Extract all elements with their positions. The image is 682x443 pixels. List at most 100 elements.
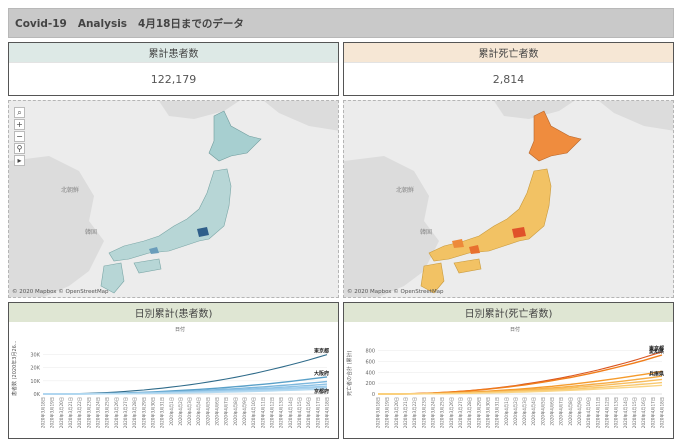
map-credit: © 2020 Mapbox © OpenStreetMap [12,289,109,295]
kpi-deaths-value: 2,814 [492,73,525,86]
x-tick-label: 2020年4月16日 [640,397,647,428]
x-tick-label: 2020年4月18日 [324,397,331,428]
map-label-north-korea: 北朝鮮 [396,187,415,194]
cases-chart[interactable]: 日別累計(患者数) 日付 患者数 (2020年3月26... 0K 10K 20K 30K… [8,302,339,439]
x-tick-label: 2020年4月6日 [549,397,556,426]
kpi-cases-label: 累計患者数 [9,43,338,63]
x-tick-label: 2020年3月22日 [76,397,83,428]
x-tick-label: 2020年4月11日 [594,397,601,428]
x-tick-label: 2020年4月10日 [250,397,257,428]
deaths-chart-title: 日別累計(死亡者数) [344,303,673,322]
x-tick-label: 2020年4月18日 [659,397,666,428]
x-tick-label: 2020年4月3日 [521,397,528,426]
x-tick-label: 2020年4月12日 [269,397,276,428]
series-end-label: 大阪府 [314,370,329,377]
kamchatka-landmass [599,101,673,131]
map-kyushu[interactable] [420,262,445,294]
x-tick-label: 2020年4月1日 [503,397,510,426]
cases-map-canvas[interactable] [9,101,339,298]
x-axis-header: 日付 [175,326,185,333]
x-tick-label: 2020年3月28日 [131,397,138,428]
x-tick-label: 2020年4月6日 [214,397,221,426]
series-line [378,384,663,395]
asia-landmass [344,156,439,297]
x-tick-label: 2020年4月17日 [314,397,321,428]
kpi-total-cases[interactable]: 累計患者数 122,179 [8,42,339,96]
x-tick-label: 2020年4月4日 [530,397,537,426]
x-tick-label: 2020年4月13日 [278,397,285,428]
deaths-chart[interactable]: 日別累計(死亡者数) 日付 死亡者の合計 (累計) 0 200 400 600 800 202… [343,302,674,439]
y-tick-label: 200 [365,381,375,387]
map-hyogo[interactable] [452,239,464,248]
map-honshu[interactable] [108,168,232,262]
x-tick-label: 2020年4月2日 [512,397,519,426]
x-tick-label: 2020年4月14日 [287,397,294,428]
zoom-out-button[interactable]: − [14,131,25,142]
x-tick-label: 2020年3月21日 [402,397,409,428]
cases-chart-title: 日別累計(患者数) [9,303,338,322]
map-osaka[interactable] [469,245,480,254]
series-end-label: 東京都 [314,348,329,355]
dashboard-title: Covid-19 Analysis 4月18日までのデータ [15,17,244,30]
x-tick-label: 2020年4月16日 [305,397,312,428]
map-tokyo[interactable] [197,227,209,237]
series-end-label: 兵庫県 [649,370,664,377]
map-search-button[interactable]: ⌕ [14,107,25,118]
map-hokkaido[interactable] [208,110,262,162]
x-tick-label: 2020年3月24日 [94,397,101,428]
series-end-label: 東京都 [649,345,664,352]
map-label-south-korea: 韓国 [420,229,433,236]
x-tick-label: 2020年3月18日 [40,397,47,428]
expand-button[interactable]: ▸ [14,155,25,166]
dashboard-title-bar: Covid-19 Analysis 4月18日までのデータ [8,8,674,38]
y-axis-label: 患者数 (2020年3月26... [11,340,18,396]
x-tick-label: 2020年3月18日 [375,397,382,428]
map-label-south-korea: 韓国 [85,229,98,236]
x-tick-label: 2020年4月7日 [558,397,565,426]
map-shikoku[interactable] [133,258,162,274]
map-honshu[interactable] [428,168,552,262]
x-axis-header: 日付 [510,326,520,333]
x-tick-label: 2020年4月5日 [204,397,211,426]
y-tick-label: 600 [365,360,375,366]
x-tick-label: 2020年4月15日 [296,397,303,428]
zoom-in-button[interactable]: + [14,119,25,130]
x-tick-label: 2020年4月1日 [168,397,175,426]
map-tools: ⌕ + − ⚲ ▸ [14,107,25,166]
asia-landmass [9,156,104,297]
x-tick-label: 2020年4月8日 [232,397,239,426]
kpi-total-deaths[interactable]: 累計死亡者数 2,814 [343,42,674,96]
deaths-map[interactable]: 北朝鮮 韓国 © 2020 Mapbox © OpenStreetMap [343,100,674,298]
x-tick-label: 2020年4月13日 [613,397,620,428]
x-tick-label: 2020年3月31日 [494,397,501,428]
x-tick-label: 2020年4月11日 [259,397,266,428]
pin-button[interactable]: ⚲ [14,143,25,154]
x-tick-label: 2020年3月29日 [475,397,482,428]
x-tick-label: 2020年3月23日 [85,397,92,428]
y-tick-label: 800 [365,349,375,355]
y-tick-label: 400 [365,370,375,376]
x-tick-label: 2020年4月7日 [223,397,230,426]
x-tick-label: 2020年4月9日 [241,397,248,426]
x-tick-label: 2020年4月10日 [585,397,592,428]
kpi-cases-value: 122,179 [150,73,197,86]
series-end-label: 愛知県 [649,348,664,355]
x-tick-label: 2020年3月27日 [122,397,129,428]
x-tick-label: 2020年3月26日 [448,397,455,428]
y-tick-label: 30K [30,353,40,359]
cases-map[interactable]: ⌕ + − ⚲ ▸ 北朝鮮 韓国 © 2020 Mapbox © OpenStr… [8,100,339,298]
map-shikoku[interactable] [453,258,482,274]
x-tick-label: 2020年4月8日 [567,397,574,426]
map-kyushu[interactable] [100,262,125,294]
kpi-deaths-label: 累計死亡者数 [344,43,673,63]
map-tokyo[interactable] [512,227,526,238]
x-tick-label: 2020年3月21日 [67,397,74,428]
y-tick-label: 10K [30,379,40,385]
map-hokkaido[interactable] [528,110,582,162]
deaths-map-canvas[interactable] [344,101,674,298]
map-credit: © 2020 Mapbox © OpenStreetMap [347,289,444,295]
map-osaka[interactable] [149,247,159,254]
